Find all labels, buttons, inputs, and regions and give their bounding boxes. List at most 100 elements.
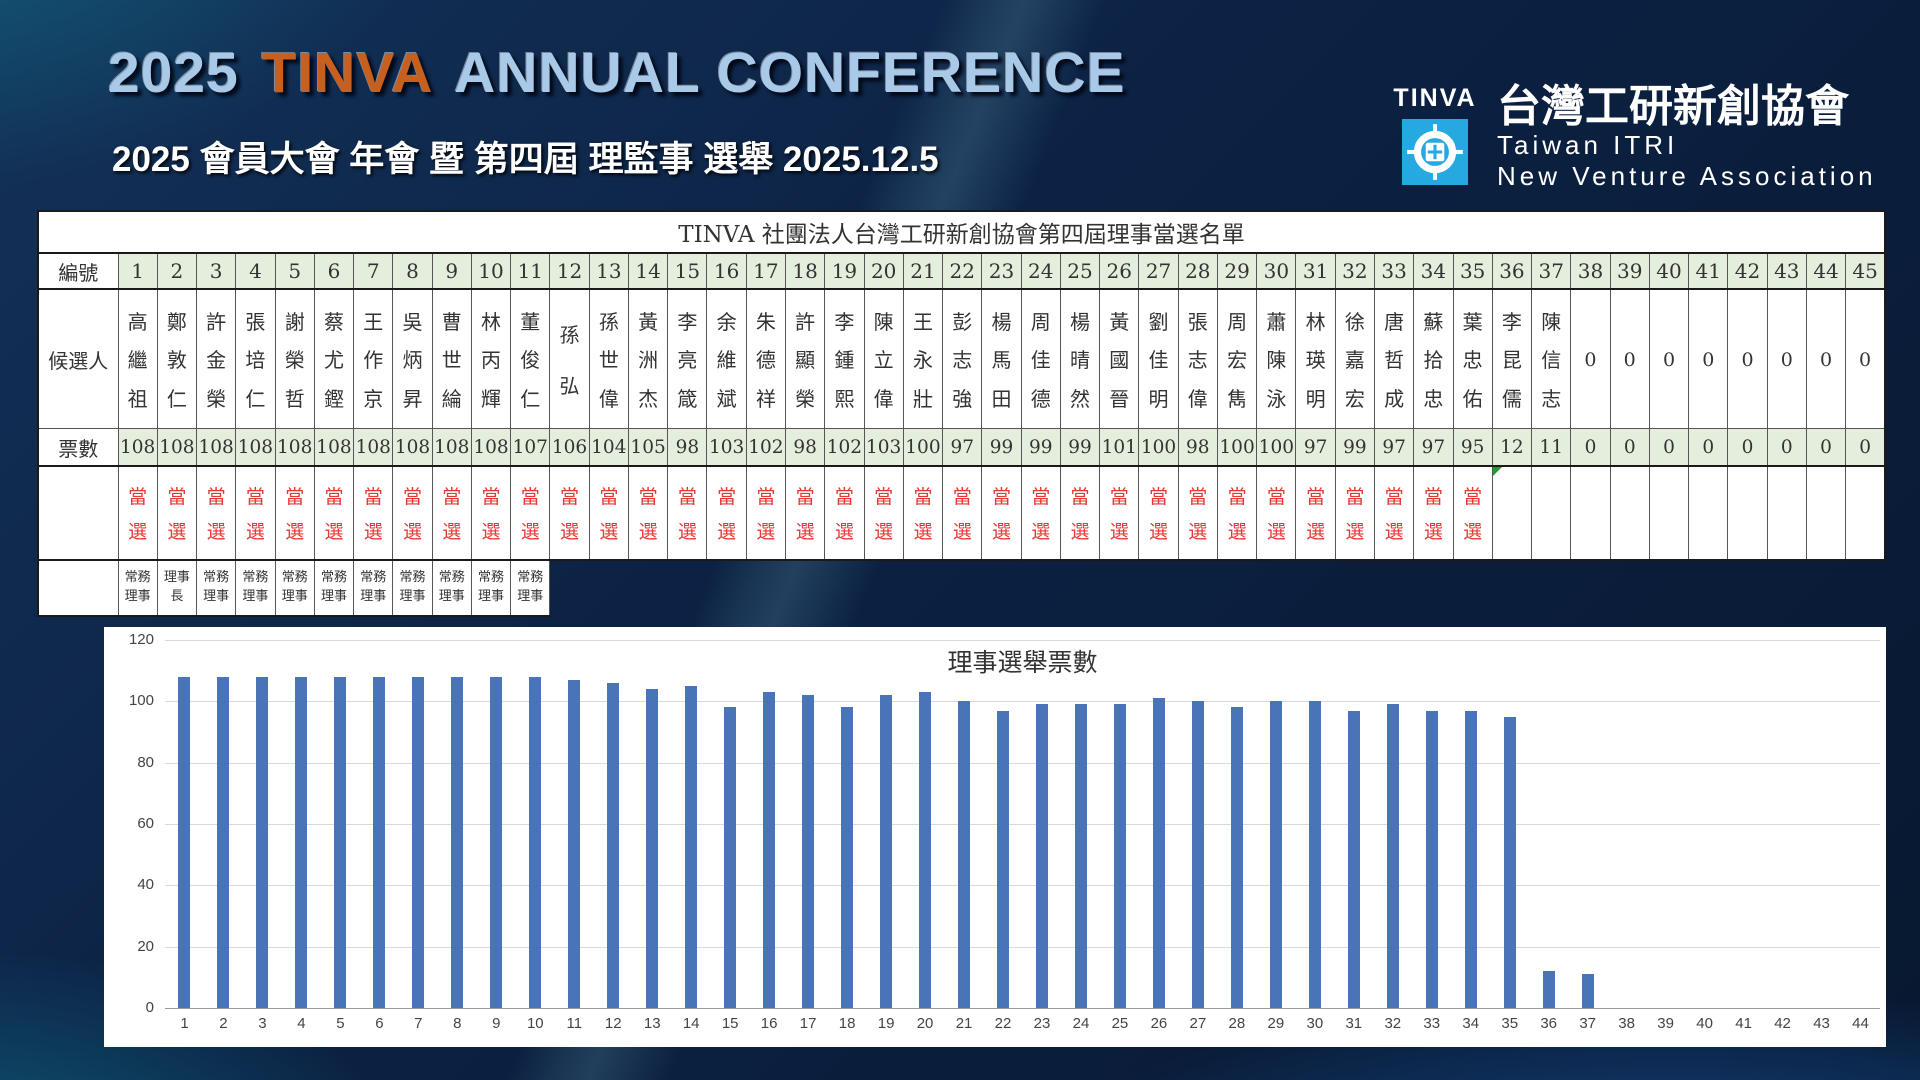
empty-cell <box>1806 560 1845 616</box>
elected-cell: 當選 <box>588 465 629 561</box>
vote-bar <box>334 676 347 1008</box>
empty-cell <box>1178 560 1217 616</box>
candidate-number-cell: 19 <box>824 252 865 290</box>
x-axis-tick-label: 2 <box>219 1015 228 1032</box>
elected-badge: 當選 <box>402 485 422 544</box>
candidate-number-cell: 12 <box>549 252 590 290</box>
candidate-number-cell: 27 <box>1138 252 1179 290</box>
votes-cell: 100 <box>1256 428 1297 467</box>
candidate-number-cell: 40 <box>1648 252 1690 290</box>
y-axis-tick-label: 20 <box>137 937 154 955</box>
role-cell: 常務 理事 <box>196 559 237 617</box>
candidate-number-cell: 26 <box>1099 252 1140 290</box>
vote-bar <box>1503 716 1516 1008</box>
votes-cell: 103 <box>863 428 904 467</box>
elected-badge: 當選 <box>1306 485 1326 544</box>
elected-cell: 當選 <box>235 465 276 561</box>
votes-cell: 97 <box>942 428 983 467</box>
empty-cell <box>668 560 707 616</box>
elected-badge: 當選 <box>1463 485 1483 544</box>
empty-cell <box>550 560 589 616</box>
vote-bar <box>841 707 854 1008</box>
vote-bar <box>880 695 893 1008</box>
row-label-votes: 票數 <box>37 428 119 467</box>
candidate-number-cell: 25 <box>1059 252 1101 290</box>
x-axis-tick-label: 20 <box>916 1015 934 1032</box>
vote-bar <box>256 676 269 1008</box>
candidate-name-cell: 高繼祖 <box>117 288 158 429</box>
x-axis-tick-label: 5 <box>336 1015 345 1032</box>
empty-cell <box>1689 560 1728 616</box>
elected-cell <box>1688 465 1729 561</box>
candidate-name-cell: 0 <box>1609 288 1650 429</box>
elected-badge: 當選 <box>167 485 187 544</box>
candidate-number-cell: 10 <box>470 252 512 290</box>
x-axis-tick-label: 4 <box>297 1015 306 1032</box>
candidate-name-cell: 周宏雋 <box>1216 288 1258 429</box>
votes-cell: 108 <box>431 428 472 467</box>
vote-bar <box>217 676 230 1008</box>
votes-cell: 0 <box>1688 428 1729 467</box>
candidate-name-cell: 李亮箴 <box>667 288 708 429</box>
election-results-table: TINVA 社團法人台灣工研新創協會第四屆理事當選名單 編號 1 2 3 4 5 6 7 8 9 10… <box>37 210 1887 617</box>
candidate-number-cell: 33 <box>1373 252 1415 290</box>
x-axis-tick-label: 29 <box>1267 1015 1285 1032</box>
vote-bar <box>1074 704 1087 1008</box>
empty-cell <box>1610 560 1649 616</box>
empty-cell <box>1021 560 1060 616</box>
empty-cell <box>1649 560 1688 616</box>
candidate-name-cell: 唐哲成 <box>1373 288 1415 429</box>
vote-bar <box>1230 707 1243 1008</box>
candidate-name-cell: 楊晴然 <box>1059 288 1101 429</box>
vote-bar <box>607 682 620 1008</box>
elected-cell: 當選 <box>627 465 669 561</box>
votes-cell: 108 <box>235 428 276 467</box>
elected-badge: 當選 <box>1109 485 1129 544</box>
candidate-name-cell: 0 <box>1805 288 1847 429</box>
elected-cell: 當選 <box>942 465 983 561</box>
candidate-name-cell: 陳信志 <box>1531 288 1572 429</box>
candidate-number-cell: 30 <box>1256 252 1297 290</box>
votes-cell: 108 <box>392 428 433 467</box>
empty-cell <box>982 560 1021 616</box>
elected-cell: 當選 <box>1138 465 1179 561</box>
candidate-name-cell: 0 <box>1688 288 1729 429</box>
elected-cell <box>1727 465 1768 561</box>
candidate-number-cell: 37 <box>1531 252 1572 290</box>
candidate-name-cell: 王永壯 <box>902 288 944 429</box>
x-axis-tick-label: 13 <box>643 1015 661 1032</box>
votes-cell: 98 <box>785 428 826 467</box>
votes-cell: 0 <box>1648 428 1690 467</box>
elected-cell: 當選 <box>313 465 355 561</box>
empty-cell <box>1375 560 1414 616</box>
candidate-name-cell: 孫弘 <box>549 288 590 429</box>
candidate-name-cell: 黃洲杰 <box>627 288 669 429</box>
votes-cell: 98 <box>667 428 708 467</box>
candidate-number-cell: 21 <box>902 252 944 290</box>
votes-cell: 95 <box>1452 428 1493 467</box>
candidate-name-cell: 彭志強 <box>942 288 983 429</box>
empty-cell <box>1296 560 1335 616</box>
candidate-number-cell: 41 <box>1688 252 1729 290</box>
y-axis-tick-label: 120 <box>128 631 154 648</box>
x-axis-tick-label: 22 <box>994 1015 1012 1032</box>
x-axis-tick-label: 14 <box>682 1015 700 1032</box>
elected-badge: 當選 <box>834 485 854 544</box>
vote-bar <box>1113 704 1126 1008</box>
votes-cell: 97 <box>1295 428 1336 467</box>
empty-cell <box>1728 560 1767 616</box>
empty-cell <box>786 560 825 616</box>
vote-bar <box>1269 701 1282 1008</box>
elected-cell <box>1491 465 1533 561</box>
candidate-number-cell: 42 <box>1727 252 1768 290</box>
elected-cell: 當選 <box>1059 465 1101 561</box>
gridline <box>165 1008 1880 1009</box>
x-axis-tick-label: 30 <box>1306 1015 1324 1032</box>
vote-bar <box>646 689 659 1008</box>
elected-badge: 當選 <box>206 485 226 544</box>
elected-badge: 當選 <box>952 485 972 544</box>
candidate-number-cell: 29 <box>1216 252 1258 290</box>
candidate-name-cell: 董俊仁 <box>510 288 551 429</box>
empty-cell <box>1414 560 1453 616</box>
elected-cell: 當選 <box>549 465 590 561</box>
